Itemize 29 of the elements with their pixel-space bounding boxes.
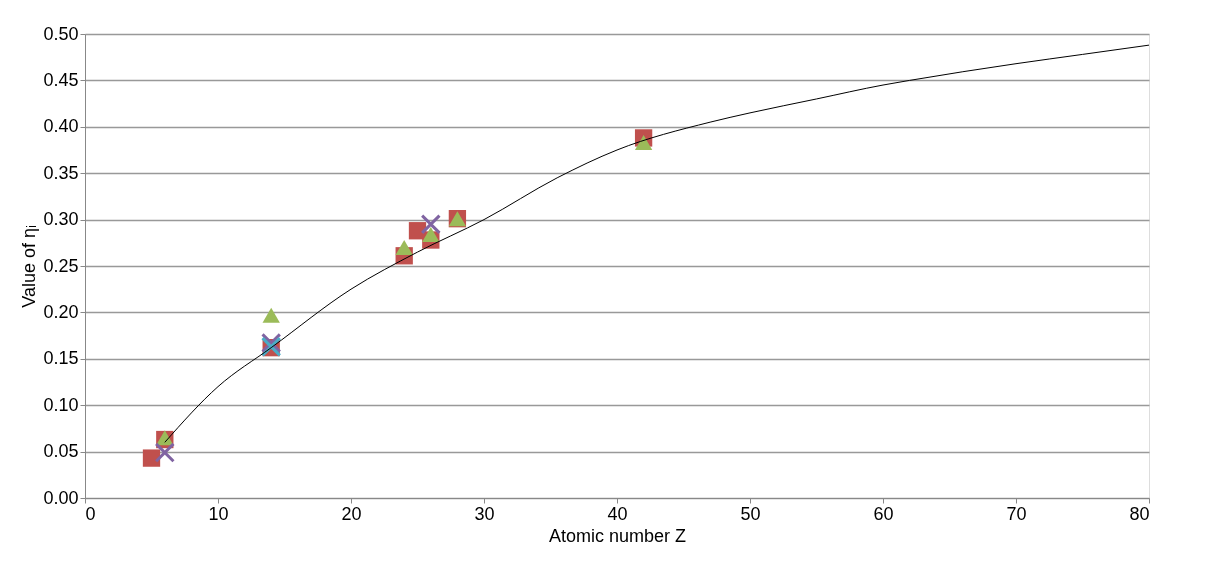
point [154, 442, 175, 463]
x-tick-label: 70 [1006, 503, 1027, 524]
y-tick-label: 0.40 [43, 116, 79, 137]
y-tick-label: 0.10 [43, 394, 79, 415]
y-tick-label: 0.35 [43, 162, 79, 183]
x-tick-label: 80 [1129, 503, 1150, 524]
y-tick-label: 0.50 [43, 23, 79, 44]
x-tick-label: 60 [873, 503, 894, 524]
point [262, 307, 280, 323]
point [634, 135, 653, 151]
y-tick-label: 0.15 [43, 348, 79, 369]
point [142, 449, 161, 467]
point [420, 214, 441, 235]
x-tick-label: 40 [607, 503, 628, 524]
y-tick-label: 0.25 [43, 255, 79, 276]
y-tick-label: 0.30 [43, 209, 79, 230]
y-tick-label: 0.20 [43, 301, 79, 322]
x-tick-label: 10 [208, 503, 229, 524]
y-axis-title: Value of ηᵢ [19, 225, 40, 308]
x-tick-label: 20 [341, 503, 362, 524]
x-tick-label: 30 [474, 503, 495, 524]
x-axis-title: Atomic number Z [548, 525, 687, 546]
y-tick-label: 0.05 [43, 441, 79, 462]
y-tick-label: 0.45 [43, 69, 79, 90]
x-tick-label: 0 [85, 503, 96, 524]
point [395, 239, 413, 255]
x-tick-label: 50 [740, 503, 761, 524]
y-tick-label: 0.00 [43, 487, 79, 508]
point [422, 226, 440, 242]
